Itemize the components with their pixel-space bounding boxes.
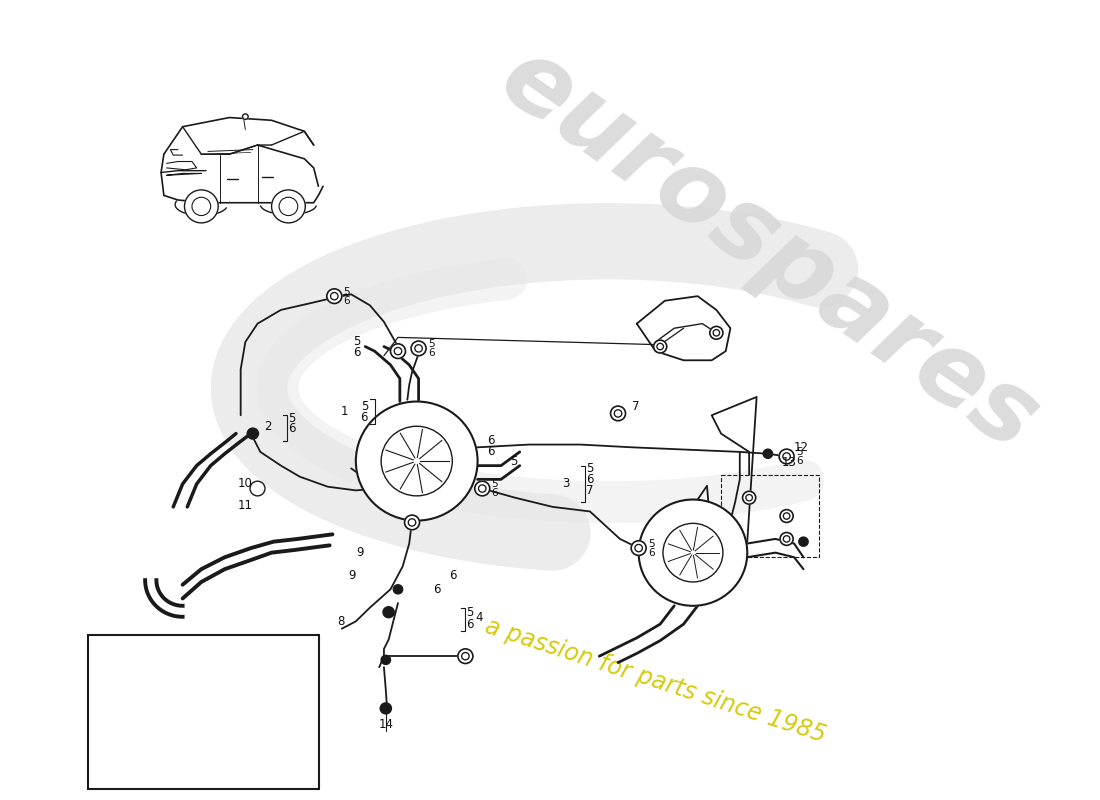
Text: 11: 11 (238, 498, 253, 511)
Circle shape (381, 655, 390, 665)
Text: 12: 12 (794, 441, 810, 454)
Text: 5: 5 (648, 538, 654, 549)
Circle shape (653, 340, 667, 353)
Circle shape (408, 518, 416, 526)
Text: 5: 5 (288, 413, 296, 426)
Circle shape (710, 326, 723, 339)
Text: 5: 5 (343, 286, 350, 297)
Circle shape (713, 330, 719, 336)
Circle shape (394, 347, 402, 354)
Text: 7: 7 (586, 484, 594, 497)
Text: 6: 6 (648, 548, 654, 558)
Text: 6: 6 (450, 569, 456, 582)
Circle shape (381, 703, 392, 714)
Circle shape (763, 449, 772, 458)
Circle shape (610, 406, 626, 421)
Text: eurospares: eurospares (481, 30, 1055, 471)
Circle shape (331, 293, 338, 300)
Text: 2: 2 (264, 420, 272, 433)
Circle shape (663, 523, 723, 582)
Text: 6: 6 (487, 446, 494, 458)
Circle shape (411, 341, 426, 356)
Text: 6: 6 (433, 583, 441, 596)
Text: 5: 5 (492, 479, 498, 489)
Text: 6: 6 (796, 456, 803, 466)
Circle shape (405, 515, 419, 530)
Text: a passion for parts since 1985: a passion for parts since 1985 (482, 614, 829, 747)
Text: 6: 6 (466, 618, 474, 630)
Circle shape (746, 494, 752, 501)
Text: 14: 14 (378, 718, 394, 730)
Text: 6: 6 (586, 473, 594, 486)
Circle shape (783, 513, 790, 519)
Circle shape (394, 585, 403, 594)
Circle shape (783, 536, 790, 542)
Circle shape (458, 649, 473, 663)
Circle shape (381, 426, 452, 496)
Text: 7: 7 (632, 399, 639, 413)
Circle shape (475, 482, 490, 496)
Circle shape (185, 190, 218, 223)
Circle shape (779, 449, 794, 464)
Text: 6: 6 (361, 410, 368, 423)
Text: 5: 5 (361, 399, 368, 413)
Bar (88, 635, 319, 789)
Text: 1: 1 (341, 405, 349, 418)
Text: 6: 6 (343, 296, 350, 306)
Circle shape (783, 453, 790, 460)
Circle shape (383, 606, 394, 618)
Circle shape (242, 114, 249, 119)
Text: 5: 5 (466, 606, 474, 618)
Circle shape (272, 190, 306, 223)
Circle shape (390, 344, 406, 358)
Circle shape (635, 545, 642, 552)
Circle shape (639, 499, 747, 606)
Circle shape (780, 533, 793, 546)
Text: 9: 9 (349, 569, 355, 582)
Text: 6: 6 (288, 422, 296, 435)
Circle shape (799, 537, 808, 546)
Text: 5: 5 (353, 335, 361, 349)
Circle shape (192, 198, 211, 215)
Circle shape (250, 482, 265, 496)
Circle shape (327, 289, 342, 303)
Text: 5: 5 (586, 462, 594, 475)
Text: 3: 3 (562, 478, 570, 490)
Circle shape (478, 485, 486, 492)
Bar (722, 475, 820, 558)
Text: 10: 10 (238, 478, 253, 490)
Text: 6: 6 (492, 488, 498, 498)
Text: 6: 6 (487, 434, 494, 447)
Circle shape (631, 541, 646, 555)
Text: 5: 5 (796, 447, 803, 457)
Text: 4: 4 (475, 611, 483, 624)
Text: 5: 5 (510, 454, 518, 467)
Circle shape (462, 653, 470, 660)
Circle shape (657, 343, 663, 350)
Circle shape (415, 345, 422, 352)
Circle shape (780, 510, 793, 522)
Text: 5: 5 (428, 339, 435, 349)
Text: 13: 13 (782, 456, 796, 470)
Circle shape (742, 491, 756, 504)
Text: 9: 9 (355, 546, 363, 559)
Text: 8: 8 (338, 615, 344, 628)
Circle shape (355, 402, 477, 521)
Circle shape (248, 428, 258, 439)
Text: 6: 6 (353, 346, 361, 359)
Circle shape (279, 198, 298, 215)
Circle shape (614, 410, 622, 417)
Text: 6: 6 (428, 348, 435, 358)
